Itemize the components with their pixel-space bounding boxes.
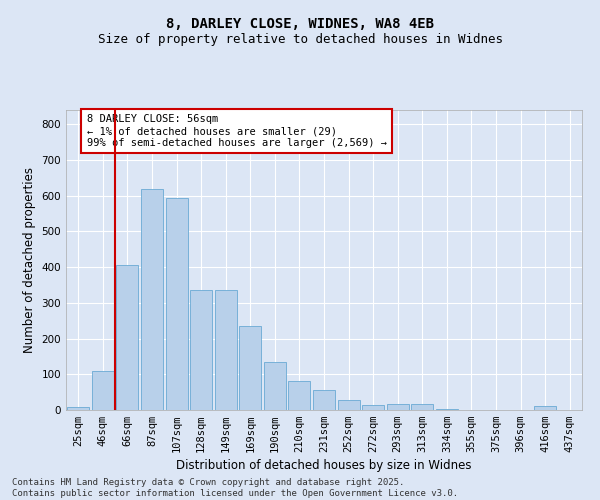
Bar: [67, 407, 89, 410]
Text: Size of property relative to detached houses in Widnes: Size of property relative to detached ho…: [97, 32, 503, 46]
Text: Contains HM Land Registry data © Crown copyright and database right 2025.
Contai: Contains HM Land Registry data © Crown c…: [12, 478, 458, 498]
X-axis label: Distribution of detached houses by size in Widnes: Distribution of detached houses by size …: [176, 460, 472, 472]
Bar: [166, 198, 188, 410]
Bar: [116, 266, 139, 410]
Bar: [190, 290, 212, 410]
Bar: [141, 188, 163, 410]
Bar: [411, 404, 433, 410]
Bar: [436, 409, 458, 410]
Bar: [289, 382, 310, 410]
Text: 8 DARLEY CLOSE: 56sqm
← 1% of detached houses are smaller (29)
99% of semi-detac: 8 DARLEY CLOSE: 56sqm ← 1% of detached h…: [86, 114, 386, 148]
Text: 8, DARLEY CLOSE, WIDNES, WA8 4EB: 8, DARLEY CLOSE, WIDNES, WA8 4EB: [166, 18, 434, 32]
Bar: [215, 290, 237, 410]
Bar: [534, 406, 556, 410]
Y-axis label: Number of detached properties: Number of detached properties: [23, 167, 36, 353]
Bar: [264, 362, 286, 410]
Bar: [386, 404, 409, 410]
Bar: [239, 326, 262, 410]
Bar: [362, 406, 384, 410]
Bar: [338, 400, 359, 410]
Bar: [92, 370, 114, 410]
Bar: [313, 390, 335, 410]
